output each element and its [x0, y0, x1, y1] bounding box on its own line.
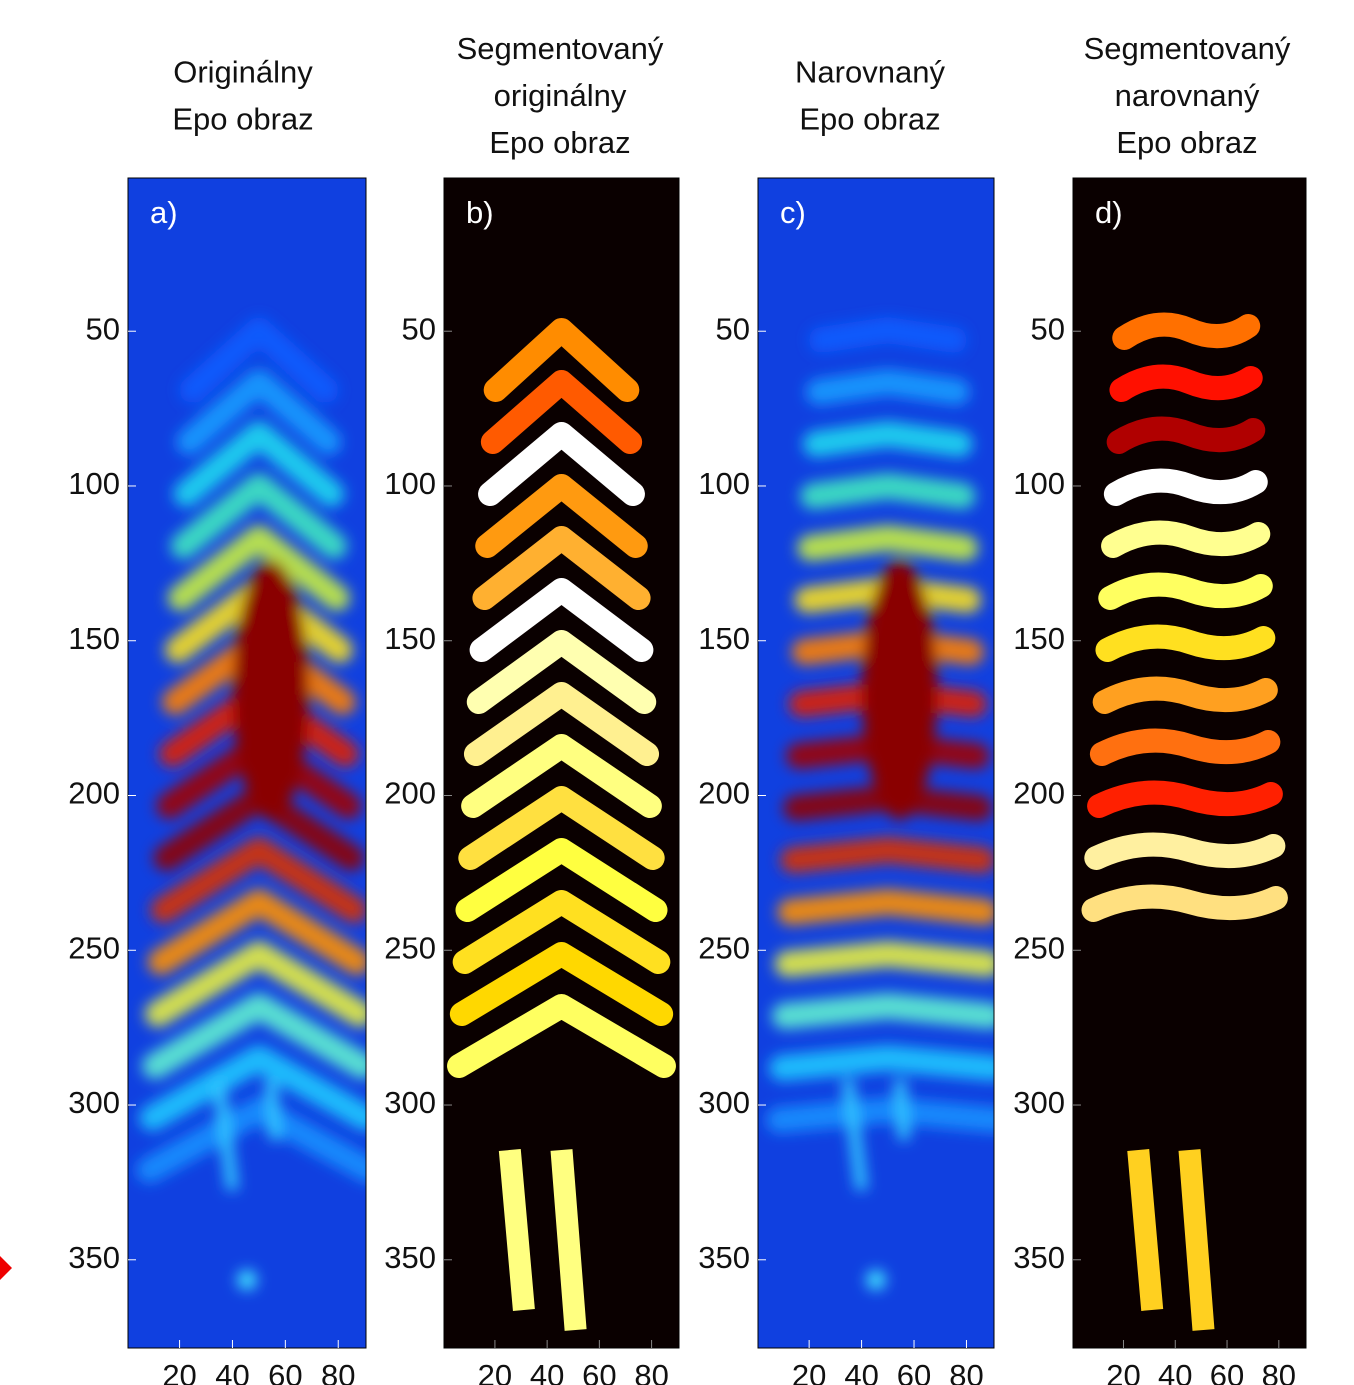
panel: a) Originálny Epo obraz 50 100 150 200 250 300 35…	[68, 55, 368, 1385]
image-stripe	[813, 486, 962, 496]
y-tick-label: 150	[698, 621, 750, 656]
y-tick-label: 250	[1013, 930, 1065, 965]
image-stripe	[1113, 533, 1258, 546]
panel-title: narovnaný	[1115, 78, 1260, 113]
y-tick-label: 350	[384, 1240, 436, 1275]
y-tick-label: 150	[1013, 621, 1065, 656]
y-tick-label: 200	[1013, 776, 1065, 811]
panel-title: Segmentovaný	[1084, 31, 1291, 66]
y-tick-label: 50	[1031, 311, 1065, 346]
panel-title: Epo obraz	[1116, 125, 1257, 160]
x-tick-label: 80	[321, 1358, 355, 1385]
y-tick-label: 100	[1013, 466, 1065, 501]
y-tick-label: 250	[68, 930, 120, 965]
image-stripe	[1121, 377, 1250, 390]
panel-title: Narovnaný	[795, 55, 945, 90]
x-tick-label: 60	[897, 1358, 931, 1385]
y-tick-label: 50	[86, 311, 120, 346]
x-tick-label: 60	[268, 1358, 302, 1385]
y-tick-label: 200	[384, 776, 436, 811]
panel-label: a)	[150, 195, 178, 230]
x-tick-label: 20	[792, 1358, 826, 1385]
image-stripe	[810, 538, 965, 548]
panel-label: b)	[466, 195, 494, 230]
image-spot	[866, 1270, 886, 1290]
y-tick-label: 350	[1013, 1240, 1065, 1275]
image-stripe	[793, 850, 982, 860]
x-tick-label: 80	[634, 1358, 668, 1385]
panel-title: Epo obraz	[799, 102, 940, 137]
x-tick-label: 60	[1210, 1358, 1244, 1385]
image-stripe	[782, 1058, 993, 1068]
y-tick-label: 50	[716, 311, 750, 346]
panel-label: c)	[780, 195, 806, 230]
y-tick-label: 300	[698, 1085, 750, 1120]
x-tick-label: 60	[582, 1358, 616, 1385]
y-tick-label: 50	[402, 311, 436, 346]
panel: c) Narovnaný Epo obraz 50 100 150 200 250 300 350…	[698, 55, 996, 1385]
image-spot	[237, 1270, 257, 1290]
x-tick-label: 20	[1106, 1358, 1140, 1385]
image-stripe	[785, 1006, 991, 1016]
panel-title: originálny	[494, 78, 627, 113]
y-tick-label: 100	[384, 466, 436, 501]
y-tick-label: 100	[698, 466, 750, 501]
image-stripe	[788, 954, 988, 964]
image-stripe	[1096, 845, 1273, 858]
x-tick-label: 40	[530, 1358, 564, 1385]
y-tick-label: 100	[68, 466, 120, 501]
image-stripe	[1102, 741, 1268, 754]
y-tick-label: 300	[1013, 1085, 1065, 1120]
y-tick-label: 300	[384, 1085, 436, 1120]
x-tick-label: 20	[162, 1358, 196, 1385]
image-stripe	[1124, 325, 1248, 338]
panel-title: Segmentovaný	[457, 31, 664, 66]
y-tick-label: 250	[698, 930, 750, 965]
figure: a) Originálny Epo obraz 50 100 150 200 250 300 35…	[0, 0, 1354, 1385]
image-stripe	[1119, 429, 1254, 442]
image-core	[233, 560, 309, 820]
y-tick-label: 350	[698, 1240, 750, 1275]
panel: d) Segmentovaný narovnaný Epo obraz 50 100 150…	[1013, 31, 1306, 1385]
x-tick-label: 80	[1262, 1358, 1296, 1385]
y-tick-label: 250	[384, 930, 436, 965]
image-stripe	[1107, 637, 1263, 650]
x-tick-label: 80	[949, 1358, 983, 1385]
image-stripe	[1116, 481, 1256, 494]
image-stripe	[1110, 585, 1261, 598]
panel-title: Epo obraz	[489, 125, 630, 160]
image-stripe	[822, 330, 954, 340]
y-tick-label: 150	[384, 621, 436, 656]
y-tick-label: 300	[68, 1085, 120, 1120]
x-tick-label: 40	[1158, 1358, 1192, 1385]
y-tick-label: 350	[68, 1240, 120, 1275]
page: a) Originálny Epo obraz 50 100 150 200 250 300 35…	[0, 0, 1354, 1385]
image-stripe	[819, 382, 957, 392]
arrow-marker	[0, 1256, 12, 1280]
image-stripe	[816, 434, 959, 444]
image-stripe	[779, 1110, 996, 1120]
image-core	[862, 560, 938, 820]
y-tick-label: 200	[698, 776, 750, 811]
image-stripe	[791, 902, 985, 912]
panel-title: Originálny	[173, 55, 313, 90]
image-stripe	[1099, 793, 1271, 806]
x-tick-label: 40	[844, 1358, 878, 1385]
panel-label: d)	[1095, 195, 1123, 230]
y-tick-label: 150	[68, 621, 120, 656]
image-stripe	[1094, 897, 1276, 910]
panel: b) Segmentovaný originálny Epo obraz 50 100 15…	[384, 31, 679, 1385]
x-tick-label: 40	[215, 1358, 249, 1385]
y-tick-label: 200	[68, 776, 120, 811]
panel-title: Epo obraz	[172, 102, 313, 137]
x-tick-label: 20	[478, 1358, 512, 1385]
image-stripe	[1105, 689, 1266, 702]
